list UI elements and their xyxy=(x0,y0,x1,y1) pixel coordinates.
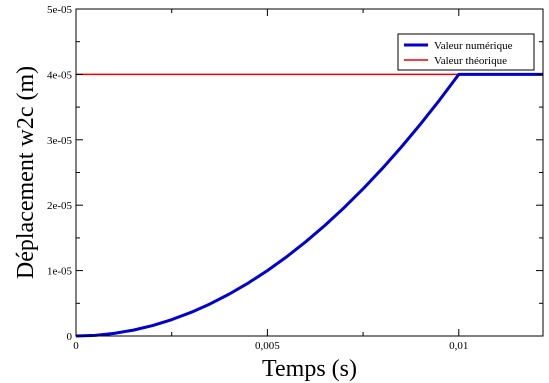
y-axis-label: Déplacement w2c (m) xyxy=(13,66,39,279)
y-tick-label: 0 xyxy=(67,331,73,343)
ticks-layer: 0 1e-05 2e-05 3e-05 4e-05 5e-05 0 0,005 0,01 xyxy=(47,4,543,352)
series-layer xyxy=(75,72,543,338)
legend-label-1: Valeur théorique xyxy=(434,55,507,67)
y-tick-label: 3e-05 xyxy=(47,135,73,147)
y-tick-label: 2e-05 xyxy=(47,200,73,212)
legend-box xyxy=(397,33,535,71)
x-tick-label: 0,01 xyxy=(449,340,468,352)
y-tick-label: 4e-05 xyxy=(47,69,73,81)
legend: Valeur numérique Valeur théorique xyxy=(397,33,535,71)
y-tick-label: 5e-05 xyxy=(47,4,73,16)
x-tick-label: 0 xyxy=(73,340,79,352)
series-line-0 xyxy=(75,72,543,338)
x-tick-label: 0,005 xyxy=(255,340,280,352)
y-tick-label: 1e-05 xyxy=(47,266,73,278)
legend-label-0: Valeur numérique xyxy=(434,40,513,52)
x-axis-label: Temps (s) xyxy=(262,356,357,382)
